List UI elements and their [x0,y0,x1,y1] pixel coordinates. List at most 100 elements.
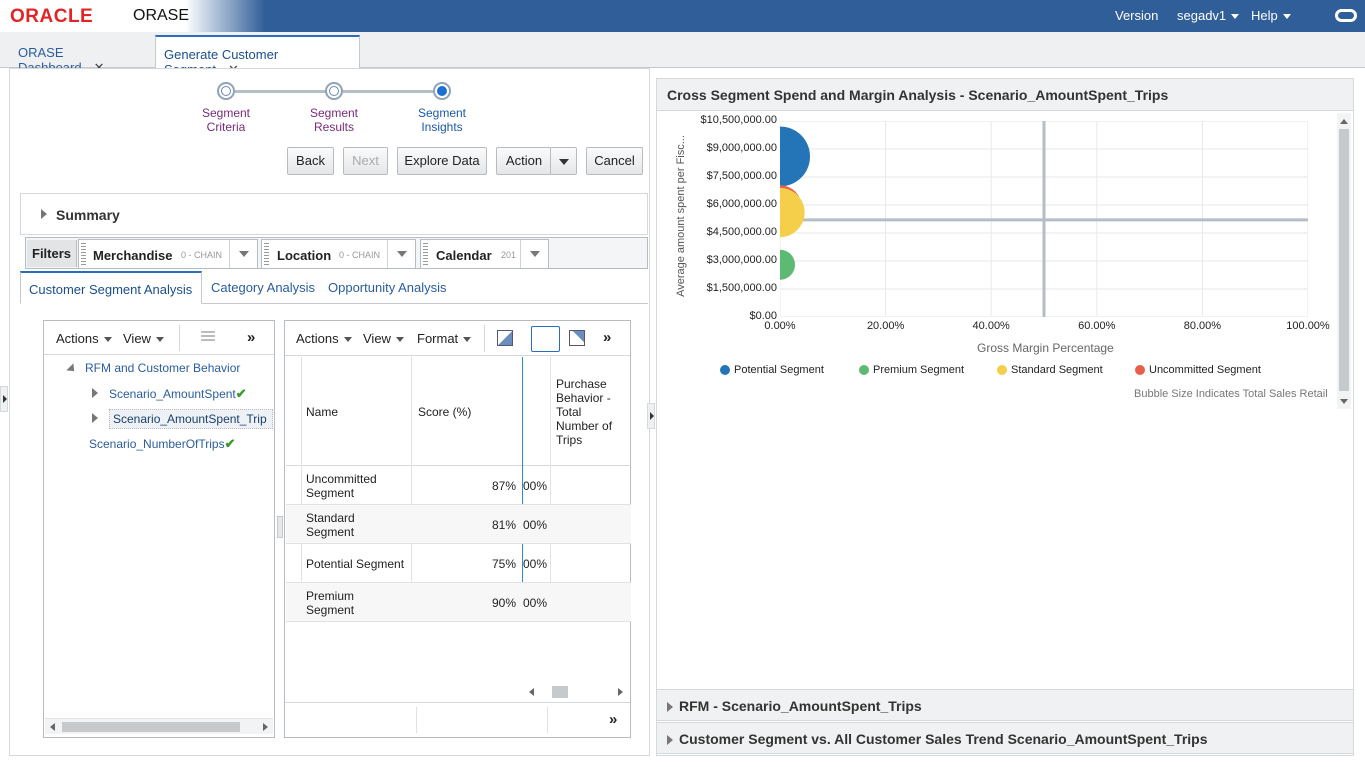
scroll-left-icon[interactable] [50,723,55,731]
version-link[interactable]: Version [1115,8,1159,23]
legend-dot [859,365,869,376]
table-row[interactable]: Uncommitted Segment 87% 00% [286,466,631,505]
freeze-icon[interactable] [531,326,560,352]
column-header-name[interactable]: Name [306,405,339,419]
close-icon[interactable]: ✕ [94,60,105,75]
tree-node-amountspent-trips[interactable]: Scenario_AmountSpent_Trip [109,409,273,429]
expand-icon[interactable] [92,413,98,423]
help-menu[interactable]: Help [1251,8,1291,23]
train-label-results[interactable]: Segment Results [309,106,359,134]
left-splitter[interactable] [0,386,8,412]
chevron-down-icon [558,158,569,165]
scroll-left-icon[interactable] [529,688,534,696]
vertical-scrollbar[interactable] [1337,113,1351,409]
scroll-thumb[interactable] [62,722,240,732]
train-label-insights[interactable]: Segment Insights [417,106,467,134]
next-button[interactable]: Next [343,147,388,175]
column-divider [411,357,412,622]
scroll-right-icon[interactable] [263,723,268,731]
tab-orase-dashboard[interactable]: ORASE Dashboard✕ [0,35,155,75]
scroll-thumb[interactable] [552,686,568,698]
train-stop-insights[interactable] [433,82,451,100]
tree-node-rfm[interactable]: RFM and Customer Behavior [85,361,241,375]
filter-dropdown[interactable] [229,240,257,268]
table-row[interactable]: Standard Segment 81% 00% [286,505,631,544]
horizontal-scrollbar[interactable] [45,718,273,734]
trend-section-header[interactable]: Customer Segment vs. All Customer Sales … [657,722,1353,754]
bubble-chart: Average amount spent per Fisc... $0.00 $1… [660,112,1340,408]
table-footer: » [285,702,630,737]
legend-premium[interactable]: Premium Segment [859,364,964,376]
help-label: Help [1251,8,1278,23]
table-format-menu[interactable]: Format [417,331,472,346]
subtab-customer-segment-analysis[interactable]: Customer Segment Analysis [20,271,202,304]
rfm-section-header[interactable]: RFM - Scenario_AmountSpent_Trips [657,689,1353,721]
overflow-button[interactable]: » [603,329,612,346]
detach-icon[interactable] [201,331,215,343]
column-header-purchase[interactable]: Purchase Behavior - Total Number of Trips [556,377,613,447]
overflow-button[interactable]: » [247,329,256,346]
y-tick-label: $1,500,000.00 [706,282,777,294]
bubble-standard-segment[interactable] [780,187,805,238]
tree-actions-menu[interactable]: Actions [56,331,112,346]
summary-section[interactable]: Summary [20,193,648,235]
tree-node-numberoftrips[interactable]: Scenario_NumberOfTrips✔ [89,436,236,451]
subtab-opportunity-analysis[interactable]: Opportunity Analysis [328,280,447,295]
table-row[interactable]: Potential Segment 75% 00% [286,544,631,583]
table-actions-menu[interactable]: Actions [296,331,352,346]
action-dropdown-button[interactable] [550,147,577,175]
expanded-icon[interactable] [66,363,78,375]
table-row[interactable]: Premium Segment 90% 00% [286,583,631,622]
drag-handle-icon[interactable] [81,243,86,265]
chart-section-header[interactable]: Cross Segment Spend and Margin Analysis … [657,79,1353,111]
merchandise-filter[interactable]: Merchandise 0 - CHAIN [78,239,258,269]
scroll-thumb[interactable] [1339,129,1349,391]
filter-dropdown[interactable] [520,240,548,268]
filter-dropdown[interactable] [387,240,415,268]
train-stop-results[interactable] [325,82,343,100]
bubble-potential-segment[interactable] [780,126,810,187]
scroll-down-icon[interactable] [1340,399,1348,404]
filter-value: 0 - CHAIN [339,250,381,260]
x-tick-label: 40.00% [972,320,1010,332]
train-stop-criteria[interactable] [217,82,235,100]
drag-handle-icon[interactable] [264,243,269,265]
tree-node-amountspent[interactable]: Scenario_AmountSpent✔ [109,386,247,401]
legend-standard[interactable]: Standard Segment [997,364,1103,376]
tab-generate-customer-segment[interactable]: Generate Customer Segment✕ [155,35,360,77]
location-filter[interactable]: Location 0 - CHAIN [261,239,416,269]
user-menu[interactable]: segadv1 [1177,8,1240,23]
scroll-up-icon[interactable] [1340,119,1348,124]
export-icon[interactable] [497,330,513,346]
y-tick-label: $9,000,000.00 [706,142,777,154]
column-header-score[interactable]: Score (%) [418,405,472,419]
checkmark-icon: ✔ [235,386,247,401]
drag-handle-icon[interactable] [423,243,428,265]
table-toolbar [285,321,630,356]
legend-potential[interactable]: Potential Segment [720,364,824,376]
oracle-o-icon[interactable] [1335,9,1357,22]
train-label-criteria[interactable]: Segment Criteria [201,106,251,134]
x-ticks: 0.00% 20.00% 40.00% 60.00% 80.00% 100.00% [660,318,1340,334]
bubble-premium-segment[interactable] [780,249,795,280]
explore-data-button[interactable]: Explore Data [397,147,487,175]
oracle-logo: ORACLE [10,6,94,27]
overflow-button[interactable]: » [609,711,618,728]
y-tick-label: $4,500,000.00 [706,226,777,238]
subtab-divider [20,303,648,304]
back-button[interactable]: Back [287,147,334,175]
tree-view-menu[interactable]: View [123,331,164,346]
cancel-button[interactable]: Cancel [586,147,643,175]
center-splitter[interactable] [647,403,655,429]
scroll-right-icon[interactable] [618,688,623,696]
detach-icon[interactable] [569,330,585,346]
calendar-filter[interactable]: Calendar 201 [420,239,549,269]
table-view-menu[interactable]: View [363,331,404,346]
expand-icon[interactable] [92,388,98,398]
legend-uncommitted[interactable]: Uncommitted Segment [1135,364,1261,376]
splitter-handle[interactable] [277,516,283,538]
horizontal-scrollbar[interactable] [522,684,630,700]
subtab-category-analysis[interactable]: Category Analysis [211,280,316,295]
cell-name: Potential Segment [306,557,405,571]
action-button[interactable]: Action [496,147,551,175]
